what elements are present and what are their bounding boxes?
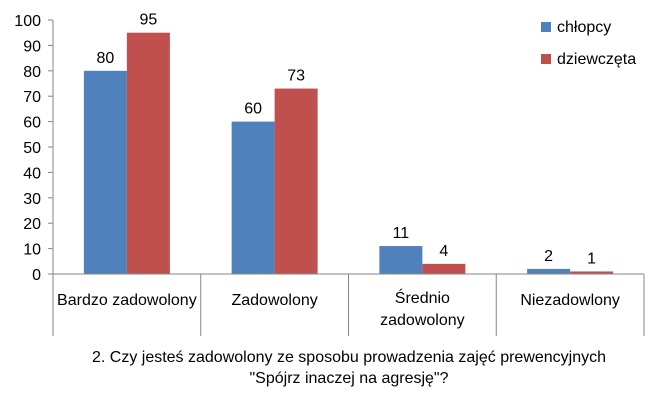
y-axis: 0 10 20 30 40 50 60 70 80 90 100 [14, 13, 54, 284]
legend-label: chłopcy [557, 19, 611, 36]
bar-value-label: 11 [393, 225, 410, 242]
bar-chlopcy [231, 121, 275, 274]
bar-value-label: 95 [139, 12, 157, 29]
bar-value-label: 80 [96, 50, 114, 67]
x-axis-title: "Spójrz inaczej na agresję"? [249, 370, 448, 387]
data-labels: 80 60 11 2 95 73 4 1 [96, 12, 596, 268]
bar-value-label: 2 [544, 248, 553, 265]
bar-dziewczeta [126, 32, 170, 275]
y-tick-label: 40 [23, 165, 41, 182]
x-category-label: Średnio [395, 288, 450, 307]
y-tick-label: 0 [32, 267, 41, 284]
y-tick-label: 20 [23, 216, 41, 233]
legend: chłopcy dziewczęta [541, 19, 636, 68]
y-tick-label: 60 [23, 115, 41, 132]
bar-value-label: 1 [587, 250, 596, 267]
y-tick-label: 10 [23, 242, 41, 259]
bar-chlopcy [379, 246, 423, 274]
legend-swatch [541, 22, 551, 32]
bar-value-label: 73 [287, 68, 305, 85]
bar-value-label: 4 [439, 243, 448, 260]
x-axis-title: 2. Czy jesteś zadowolony ze sposobu prow… [92, 349, 606, 366]
y-tick-label: 50 [23, 140, 41, 157]
legend-label: dziewczęta [557, 51, 636, 68]
x-category-label: Bardzo zadowolony [57, 292, 197, 309]
x-category-label: zadowolony [380, 312, 465, 329]
x-category-label: Zadowolony [231, 292, 317, 309]
y-tick-label: 70 [23, 89, 41, 106]
y-tick-label: 90 [23, 38, 41, 55]
bar-dziewczeta [422, 263, 466, 274]
bar-dziewczeta [274, 88, 318, 274]
bar-chlopcy [527, 268, 571, 274]
y-tick-label: 30 [23, 191, 41, 208]
bar-chlopcy [83, 70, 127, 274]
bar-dziewczeta [570, 271, 614, 274]
x-category-label: Niezadowlony [520, 292, 620, 309]
y-tick-label: 100 [14, 13, 41, 30]
bar-value-label: 60 [244, 101, 262, 118]
y-tick-label: 80 [23, 64, 41, 81]
bars [83, 32, 614, 275]
legend-swatch [541, 54, 551, 64]
x-axis: Bardzo zadowolony Zadowolony Średnio zadowo… [52, 273, 645, 387]
